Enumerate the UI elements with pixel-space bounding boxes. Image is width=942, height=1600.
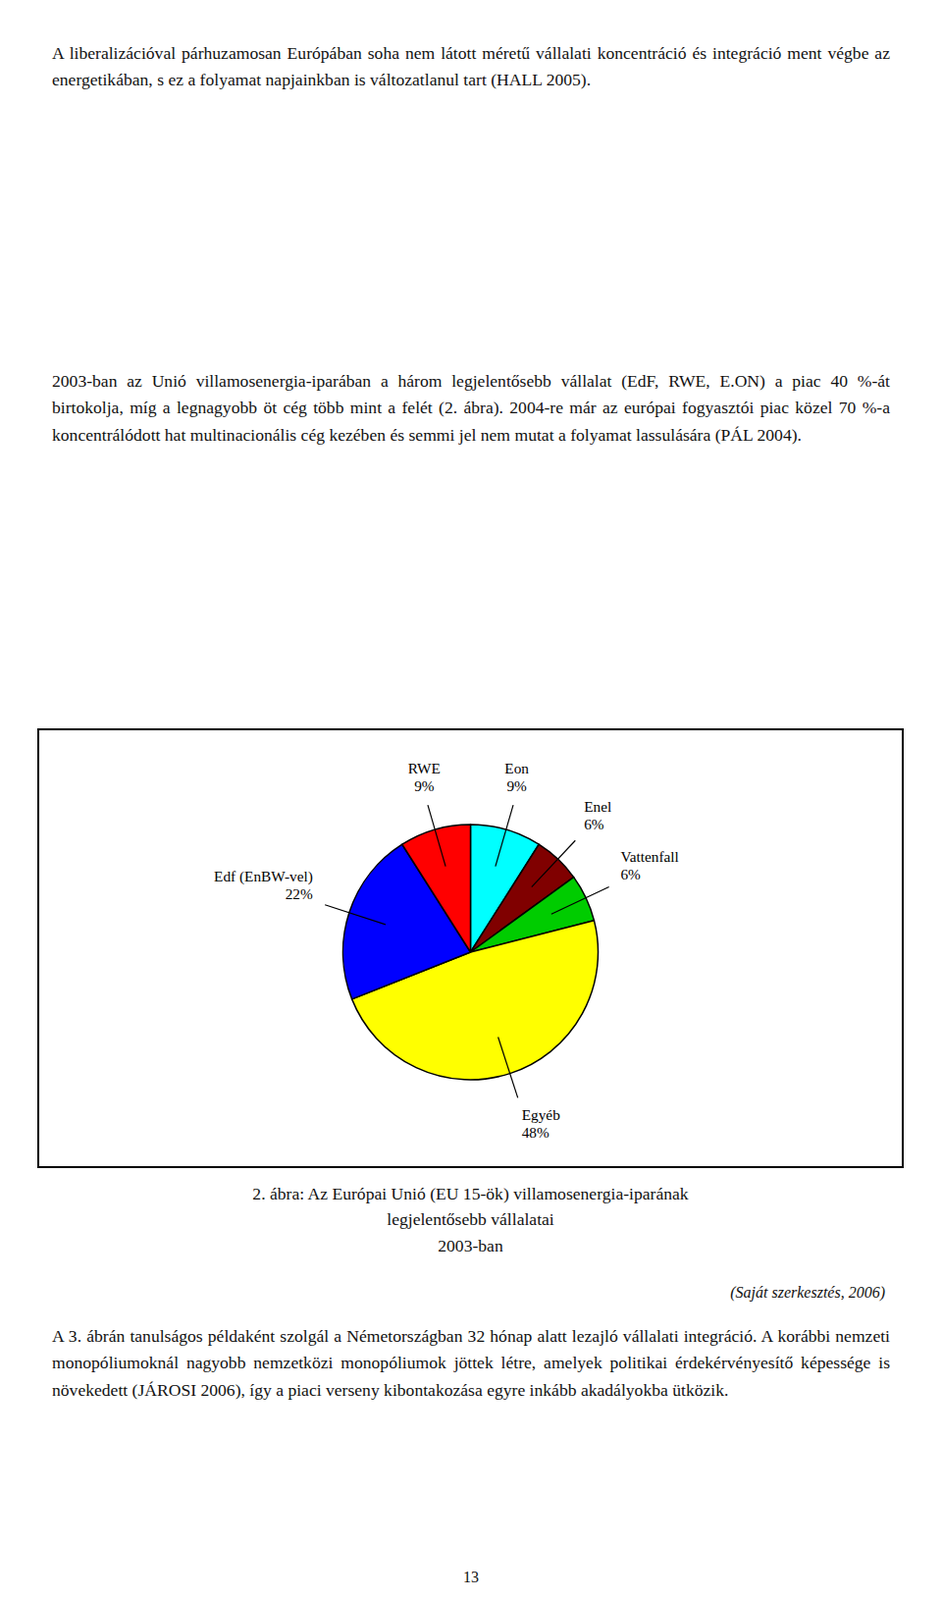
title-line: 2. ábra: Az Európai Unió (EU 15-ök) vill…: [37, 1180, 904, 1206]
slice-label: RWE9%: [408, 759, 441, 794]
title-line: legjelentősebb vállalatai: [37, 1205, 904, 1232]
chart-subtitle: (Saját szerkesztés, 2006): [730, 1283, 886, 1302]
slice-label: Vattenfall6%: [620, 847, 679, 883]
pie-chart: Eon9%Enel6%Vattenfall6%Egyéb48%Edf (EnBW…: [39, 730, 902, 1166]
slice-labels: Eon9%Enel6%Vattenfall6%Egyéb48%Edf (EnBW…: [213, 759, 680, 1141]
category-label: RWE: [408, 759, 441, 777]
value-label: 6%: [583, 815, 605, 833]
slice-label: Eon9%: [504, 759, 529, 794]
paragraph: 2003-ban az Unió villamosenergia-iparába…: [52, 367, 890, 449]
slice-label: Egyéb48%: [522, 1105, 561, 1141]
slices: [343, 824, 599, 1080]
chart-frame: Eon9%Enel6%Vattenfall6%Egyéb48%Edf (EnBW…: [37, 728, 904, 1168]
category-label: Egyéb: [522, 1105, 561, 1123]
leader-line: [427, 804, 446, 866]
value-label: 9%: [506, 777, 527, 794]
category-label: Vattenfall: [620, 847, 679, 865]
paragraph: A 3. ábrán tanulságos példaként szolgál …: [52, 1322, 890, 1404]
category-label: Edf (EnBW-vel): [213, 867, 314, 886]
leader-line: [531, 839, 576, 887]
value-label: 22%: [285, 885, 314, 902]
leader-line: [324, 904, 386, 925]
pie-slice: [402, 824, 471, 952]
category-label: Enel: [583, 797, 612, 815]
chart-title: 2. ábra: Az Európai Unió (EU 15-ök) vill…: [37, 1180, 904, 1258]
slice-label: Enel6%: [583, 797, 612, 833]
value-label: 6%: [620, 865, 641, 883]
title-line: 2003-ban: [37, 1232, 904, 1258]
leader-line: [495, 804, 514, 866]
paragraph: A liberalizációval párhuzamosan Európába…: [52, 40, 890, 95]
leader-line: [551, 887, 610, 915]
leader-line: [498, 1037, 519, 1099]
category-label: Eon: [504, 759, 529, 777]
value-label: 48%: [522, 1123, 550, 1141]
slice-label: Edf (EnBW-vel)22%: [213, 867, 314, 902]
leader-lines: [324, 804, 610, 1098]
page-number: 13: [0, 1568, 942, 1586]
value-label: 9%: [414, 777, 435, 794]
